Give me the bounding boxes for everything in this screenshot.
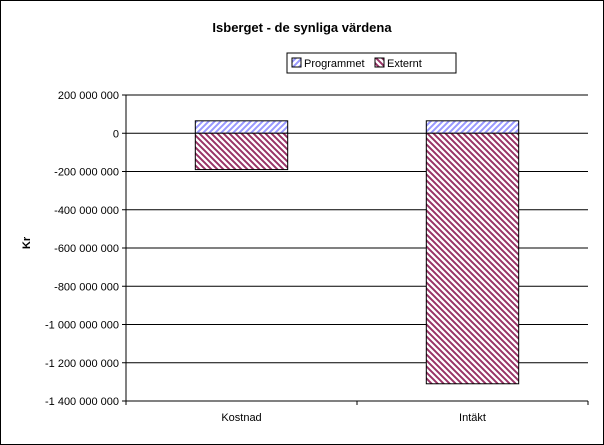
y-tick-label: -1 400 000 000 [45,396,119,408]
y-tick-label: -1 200 000 000 [45,358,119,370]
y-tick-labels: 200 000 000 0 -200 000 000 -400 000 000 -600… [45,90,119,408]
y-tick-label: -1 000 000 000 [45,320,119,332]
y-tick-label: 0 [113,128,119,140]
legend: Programmet Externt [286,52,457,74]
bar-externt-intäkt [425,132,520,385]
chart-title: Isberget - de synliga värdena [212,20,392,35]
bar-programmet-intäkt [425,120,520,134]
y-tick-label: 200 000 000 [58,90,119,102]
x-tick-label: Kostnad [221,412,261,424]
x-tick-label: Intäkt [459,412,486,424]
bar-programmet-kostnad [194,120,289,134]
y-axis-label: Kr [21,236,33,249]
legend-label-programmet: Programmet [304,58,365,70]
legend-swatch-externt [374,57,385,68]
y-tick-label: -400 000 000 [54,205,119,217]
y-tick-label: -800 000 000 [54,281,119,293]
legend-label-externt: Externt [387,58,422,70]
y-tick-label: -200 000 000 [54,167,119,179]
bar-externt-kostnad [194,132,289,171]
y-tick-label: -600 000 000 [54,243,119,255]
legend-swatch-programmet [291,57,302,68]
x-tick-labels: Kostnad Intäkt [221,412,486,424]
bars [194,120,520,385]
legend-box [286,52,457,74]
